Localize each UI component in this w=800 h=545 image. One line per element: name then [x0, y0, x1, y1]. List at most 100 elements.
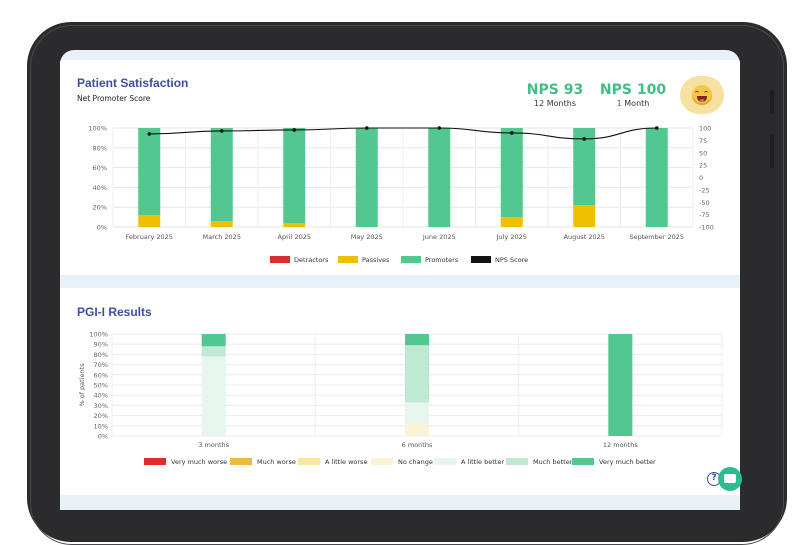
y-tick-label: 80%	[94, 351, 108, 359]
x-tick-label: July 2025	[496, 233, 527, 241]
y-tick-label: 40%	[94, 392, 108, 400]
chat-icon[interactable]	[718, 467, 742, 491]
y2-tick-label: -25	[699, 186, 710, 194]
bar-passives	[210, 221, 233, 227]
help-icon[interactable]: ?	[707, 472, 721, 486]
tablet-side-button-bottom	[770, 134, 774, 168]
x-tick-label: September 2025	[629, 233, 684, 241]
grinning-face-icon	[692, 85, 712, 105]
bar-promoters	[138, 128, 161, 216]
pgi-results-card: PGI-I Results 0% 10% 20% 30% 40% 50% 60% 70% 80%…	[60, 288, 740, 495]
y-tick-label: 50%	[94, 382, 108, 390]
legend-label-very-much-better: Very much better	[599, 458, 656, 466]
y2-tick-label: -50	[699, 199, 710, 207]
y-tick-label: 0%	[97, 224, 107, 232]
nps-12-months: NPS 93 12 Months	[523, 82, 587, 110]
legend-swatch-nps-score	[471, 256, 491, 263]
legend-swatch-a-little-worse	[298, 458, 320, 465]
tablet-screen: Patient Satisfaction Net Promoter Score …	[60, 50, 740, 510]
x-tick-label: 12 months	[603, 441, 638, 449]
legend-label-detractors: Detractors	[294, 256, 329, 264]
bar-passives	[573, 205, 596, 227]
legend-label-a-little-better: A little better	[461, 458, 504, 466]
nps-score-point	[582, 137, 587, 141]
pgi-title: PGI-I Results	[77, 305, 152, 319]
satisfaction-emoji-badge	[680, 76, 724, 114]
bar-promoters	[210, 128, 233, 222]
nps-1-month-period-unit: Month	[621, 99, 650, 108]
legend-label-nps-score: NPS Score	[495, 256, 528, 264]
satisfaction-subtitle: Net Promoter Score	[77, 94, 151, 103]
bar-passives	[283, 223, 306, 227]
legend-label-a-little-worse: A little worse	[325, 458, 367, 466]
legend-swatch-passives	[338, 256, 358, 263]
nps-score-point	[292, 128, 297, 132]
bar-very-much-better	[405, 334, 429, 346]
tablet-side-button-top	[770, 90, 774, 114]
y-tick-label: 0%	[98, 433, 108, 441]
pgi-chart: 0% 10% 20% 30% 40% 50% 60% 70% 80% 90% 100% % of pa…	[78, 331, 723, 466]
y-tick-label: 40%	[93, 184, 107, 192]
legend-swatch-promoters	[401, 256, 421, 263]
y-tick-label: 60%	[93, 164, 107, 172]
nps-1-month-period-number: 1	[616, 99, 622, 108]
bar-no-change	[405, 423, 429, 436]
y2-tick-label: -100	[699, 224, 714, 232]
y-tick-label: 70%	[94, 361, 108, 369]
legend-swatch-very-much-worse	[144, 458, 166, 465]
legend-label-no-change: No change	[398, 458, 433, 466]
bar-promoters	[645, 128, 668, 227]
bar-much-better	[201, 346, 226, 357]
y2-tick-label: 50	[699, 149, 707, 157]
y2-tick-label: 0	[699, 174, 703, 182]
y-tick-label: 100%	[89, 331, 108, 339]
y2-tick-label: 100	[699, 125, 711, 133]
bar-a-little-better	[405, 402, 429, 424]
bar-passives	[138, 215, 161, 227]
legend-swatch-much-better	[506, 458, 528, 465]
nps-1-month-value: NPS 100	[599, 82, 667, 98]
bar-promoters	[500, 128, 523, 218]
nps-score-point	[509, 131, 514, 135]
bar-passives	[500, 217, 523, 227]
nps-chart: 0% 20% 40% 60% 80% 100% -100 -75 -50 -25 0 25 50 75 10…	[88, 125, 714, 265]
patient-satisfaction-card: Patient Satisfaction Net Promoter Score …	[60, 60, 740, 275]
y-tick-label: 20%	[94, 412, 108, 420]
bar-promoters	[355, 128, 378, 227]
nps-score-point	[147, 132, 152, 136]
nps-score-point	[364, 126, 369, 130]
legend-label-much-worse: Much worse	[257, 458, 296, 466]
x-tick-label: April 2025	[278, 233, 311, 241]
x-tick-label: March 2025	[203, 233, 241, 241]
y-tick-label: 30%	[94, 402, 108, 410]
y-tick-label: 80%	[93, 144, 107, 152]
nps-score-point	[219, 129, 224, 133]
x-tick-label: August 2025	[564, 233, 605, 241]
bar-promoters	[573, 128, 596, 206]
nps-1-month: NPS 100 1 Month	[598, 82, 668, 110]
x-tick-label: 3 months	[198, 441, 229, 449]
y2-tick-label: 25	[699, 162, 707, 170]
legend-swatch-no-change	[371, 458, 393, 465]
legend-label-very-much-worse: Very much worse	[171, 458, 227, 466]
x-tick-label: February 2025	[126, 233, 173, 241]
legend-swatch-a-little-better	[434, 458, 456, 465]
nps-1-month-period: 1 Month	[598, 98, 668, 110]
x-tick-label: May 2025	[351, 233, 383, 241]
y-tick-label: 60%	[94, 371, 108, 379]
legend-swatch-detractors	[270, 256, 290, 263]
x-tick-label: June 2025	[422, 233, 456, 241]
y-tick-label: 90%	[94, 341, 108, 349]
bar-promoters	[428, 128, 451, 227]
satisfaction-title: Patient Satisfaction	[77, 76, 189, 90]
y-axis-label: % of patients	[78, 363, 86, 407]
y-tick-label: 10%	[94, 422, 108, 430]
legend-swatch-much-worse	[230, 458, 252, 465]
y2-tick-label: 75	[699, 137, 707, 145]
nps-score-point	[654, 126, 659, 130]
bar-promoters	[283, 128, 306, 224]
legend-label-passives: Passives	[362, 256, 390, 264]
bar-a-little-better	[201, 356, 226, 436]
legend-label-promoters: Promoters	[425, 256, 459, 264]
y-tick-label: 20%	[93, 204, 107, 212]
